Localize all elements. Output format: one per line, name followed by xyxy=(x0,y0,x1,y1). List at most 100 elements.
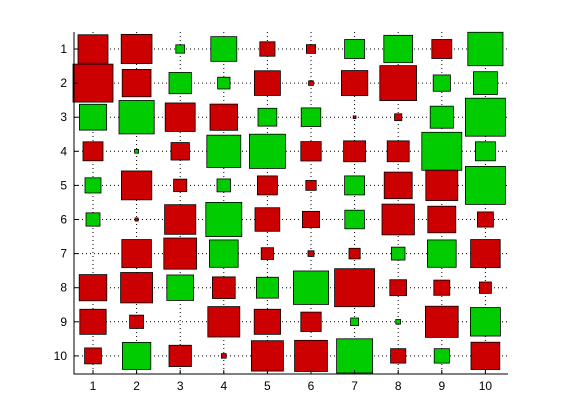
value-square-r8-c2 xyxy=(120,272,153,304)
value-square-r6-c3 xyxy=(164,204,197,235)
x-tick-label: 10 xyxy=(479,379,493,393)
value-square-r4-c4 xyxy=(206,134,242,168)
value-square-r4-c9 xyxy=(421,131,463,171)
value-square-r6-c6 xyxy=(301,210,320,229)
value-square-r3-c9 xyxy=(429,105,454,129)
value-square-r3-c4 xyxy=(209,103,239,131)
value-square-r4-c1 xyxy=(82,141,104,162)
value-square-r8-c6 xyxy=(292,270,329,305)
value-square-r2-c9 xyxy=(432,74,451,92)
value-square-r2-c4 xyxy=(217,76,231,90)
x-tick-label: 3 xyxy=(177,379,184,393)
x-tick-label: 8 xyxy=(395,379,402,393)
value-square-r10-c9 xyxy=(433,348,450,364)
x-tick-label: 2 xyxy=(133,379,140,393)
x-tick-label: 7 xyxy=(351,379,358,393)
value-square-r1-c5 xyxy=(259,41,276,57)
value-square-r10-c3 xyxy=(168,344,192,367)
value-square-r3-c10 xyxy=(464,97,506,137)
value-square-r5-c10 xyxy=(464,165,506,205)
value-square-r5-c8 xyxy=(383,171,413,200)
value-square-r3-c6 xyxy=(300,107,322,127)
value-square-r10-c7 xyxy=(336,338,374,374)
value-square-r7-c10 xyxy=(470,239,501,269)
value-square-r6-c9 xyxy=(427,205,457,234)
value-square-r6-c4 xyxy=(205,201,243,237)
x-tick-label: 6 xyxy=(308,379,315,393)
value-square-r10-c6 xyxy=(294,339,328,372)
y-tick-label: 8 xyxy=(60,281,67,295)
value-square-r10-c10 xyxy=(470,341,501,370)
axes xyxy=(73,32,508,375)
value-square-r8-c8 xyxy=(389,279,407,297)
value-square-r7-c7 xyxy=(348,247,361,260)
value-square-r7-c6 xyxy=(307,250,315,257)
value-square-r7-c2 xyxy=(121,239,152,269)
value-square-r10-c8 xyxy=(390,348,407,364)
y-tick-label: 4 xyxy=(60,144,67,158)
value-square-r8-c9 xyxy=(433,279,451,296)
value-square-r3-c5 xyxy=(257,107,278,127)
value-square-r4-c7 xyxy=(343,140,367,163)
value-square-r10-c2 xyxy=(122,342,152,370)
value-square-r10-c4 xyxy=(220,353,227,359)
value-square-r2-c2 xyxy=(121,69,152,98)
y-tick-label: 5 xyxy=(60,178,67,192)
value-square-r9-c2 xyxy=(129,314,145,329)
value-square-r1-c2 xyxy=(120,33,153,65)
value-square-r9-c8 xyxy=(395,319,401,325)
value-square-r9-c7 xyxy=(350,317,360,326)
value-square-r2-c1 xyxy=(72,63,114,103)
value-square-r1-c1 xyxy=(77,34,109,64)
value-square-r1-c8 xyxy=(383,34,413,64)
value-square-r8-c10 xyxy=(478,281,492,294)
value-square-r7-c5 xyxy=(260,247,275,260)
value-square-r10-c1 xyxy=(84,347,102,365)
value-square-r4-c10 xyxy=(474,141,496,162)
value-square-r6-c2 xyxy=(134,217,139,222)
x-tick-label: 1 xyxy=(90,379,97,393)
y-axis-ticks: 1 2 3 4 5 6 7 8 9 10 xyxy=(54,42,78,363)
value-square-r2-c10 xyxy=(472,71,498,95)
value-squares xyxy=(72,31,506,374)
value-square-r5-c6 xyxy=(305,180,317,191)
y-tick-label: 3 xyxy=(60,110,67,124)
value-square-r9-c6 xyxy=(300,311,322,332)
value-square-r6-c7 xyxy=(344,209,365,230)
value-square-r5-c9 xyxy=(425,169,459,201)
value-square-r9-c1 xyxy=(79,308,107,335)
value-square-r7-c3 xyxy=(163,237,198,270)
value-square-r7-c9 xyxy=(426,239,457,268)
value-square-r1-c6 xyxy=(305,44,316,54)
value-square-r4-c8 xyxy=(386,140,410,163)
value-square-r3-c1 xyxy=(79,103,108,131)
value-square-r6-c5 xyxy=(254,207,281,232)
value-square-r4-c5 xyxy=(248,133,286,169)
value-square-r2-c8 xyxy=(379,65,417,101)
x-axis-ticks: 1 2 3 4 5 6 7 8 9 10 xyxy=(90,370,493,393)
value-square-r2-c6 xyxy=(308,80,314,86)
value-square-r2-c5 xyxy=(253,70,281,96)
value-square-r4-c3 xyxy=(170,142,190,161)
value-square-r8-c5 xyxy=(255,276,279,299)
value-square-r1-c9 xyxy=(431,39,453,59)
value-square-r8-c3 xyxy=(166,274,195,301)
value-square-r5-c7 xyxy=(344,175,366,196)
x-tick-label: 9 xyxy=(438,379,445,393)
value-square-r1-c7 xyxy=(344,39,366,59)
y-tick-label: 6 xyxy=(60,213,67,227)
value-square-r6-c1 xyxy=(85,212,101,227)
value-square-r3-c3 xyxy=(164,102,196,132)
value-square-r2-c3 xyxy=(168,72,192,95)
value-square-r9-c9 xyxy=(424,305,459,338)
y-tick-label: 1 xyxy=(60,42,67,56)
y-tick-label: 10 xyxy=(54,349,68,363)
value-square-r7-c8 xyxy=(390,246,406,261)
value-square-r9-c4 xyxy=(207,306,241,338)
value-square-r2-c7 xyxy=(340,70,369,97)
y-tick-label: 2 xyxy=(60,76,67,90)
x-tick-label: 5 xyxy=(264,379,271,393)
value-square-r9-c10 xyxy=(469,307,501,337)
value-square-r3-c8 xyxy=(394,113,403,122)
